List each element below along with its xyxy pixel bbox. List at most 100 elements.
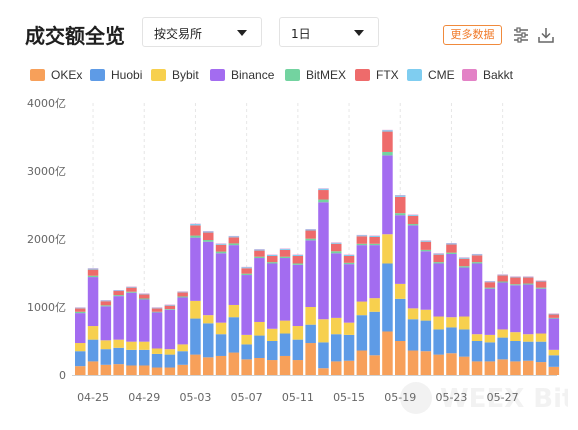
bar-segment-huobi <box>279 333 291 356</box>
sliders-icon[interactable] <box>512 26 530 44</box>
bar-segment-bitmex <box>331 251 342 254</box>
legend-label: Huobi <box>111 68 143 82</box>
bar-segment-binance <box>484 288 496 335</box>
bar-segment-cme <box>139 293 150 295</box>
bar-segment-cme <box>484 281 496 283</box>
bar-segment-ftx <box>497 275 508 282</box>
legend-swatch <box>285 69 300 81</box>
y-tick-label: 1000亿 <box>27 301 66 314</box>
bar-segment-huobi <box>343 334 355 361</box>
bar-segment-ftx <box>523 277 534 284</box>
bar-segment-bybit <box>356 301 368 316</box>
bar-segment-cme <box>407 214 419 216</box>
bar-segment-ftx <box>459 258 470 267</box>
bar-segment-binance <box>343 264 355 323</box>
bar-segment-huobi <box>75 351 86 367</box>
bar-segment-bitmex <box>407 224 419 226</box>
bar-segment-huobi <box>433 329 444 355</box>
bar-segment-bybit <box>241 334 252 345</box>
bar-segment-cme <box>356 235 368 237</box>
bar-segment-bybit <box>471 334 483 341</box>
bar-segment-okex <box>331 361 342 375</box>
bar-segment-binance <box>241 275 252 335</box>
bar-segment-cme <box>459 257 470 259</box>
bar-segment-binance <box>177 297 188 345</box>
x-tick-label: 04-29 <box>128 391 160 404</box>
bar-segment-bybit <box>254 321 265 336</box>
bar-segment-okex <box>87 361 99 375</box>
bar-segment-bitmex <box>279 256 291 259</box>
bar-segment-bitmex <box>548 317 560 319</box>
bar-segment-bybit <box>446 317 457 328</box>
y-tick-label: 4000亿 <box>27 97 66 110</box>
legend-swatch <box>210 69 225 81</box>
exchange-select[interactable]: 按交易所 <box>142 17 262 47</box>
bar-segment-okex <box>484 361 496 375</box>
bar-segment-binance <box>369 245 380 299</box>
bar-segment-okex <box>305 343 316 375</box>
bar-segment-cme <box>446 243 457 245</box>
legend-label: Bakkt <box>483 68 514 82</box>
bar-segment-binance <box>164 309 176 350</box>
bar-segment-okex <box>190 354 201 375</box>
bar-segment-bitmex <box>484 287 496 289</box>
bar-segment-bybit <box>139 341 150 350</box>
bar-segment-binance <box>228 245 240 305</box>
bar-segment-huobi <box>471 341 483 362</box>
legend-swatch <box>30 69 45 81</box>
bar-segment-binance <box>139 299 150 342</box>
bar-segment-okex <box>510 361 521 375</box>
bar-segment-binance <box>87 277 99 327</box>
bar-segment-ftx <box>228 237 240 244</box>
bar-segment-ftx <box>548 314 560 318</box>
bar-segment-okex <box>369 355 380 375</box>
bar-segment-bitmex <box>139 298 150 300</box>
bar-segment-huobi <box>382 263 393 332</box>
bar-segment-bitmex <box>523 283 534 285</box>
x-tick-label: 04-25 <box>77 391 109 404</box>
bar-segment-binance <box>548 318 560 350</box>
bar-segment-huobi <box>203 323 214 358</box>
bar-segment-ftx <box>215 244 227 252</box>
bar-segment-binance <box>318 202 329 320</box>
bar-segment-bitmex <box>305 238 316 241</box>
legend-label: FTX <box>376 68 399 82</box>
bar-segment-okex <box>139 365 150 375</box>
bar-segment-bybit <box>535 333 547 342</box>
bar-segment-binance <box>331 253 342 318</box>
bar-segment-binance <box>190 237 201 301</box>
bar-segment-bitmex <box>100 305 112 307</box>
bar-segment-cme <box>305 229 316 231</box>
bar-segment-bitmex <box>318 199 329 203</box>
bar-segment-binance <box>395 215 406 284</box>
bar-segment-okex <box>382 331 393 375</box>
y-tick-label: 3000亿 <box>27 165 66 178</box>
bar-segment-binance <box>151 312 163 349</box>
bar-segment-cme <box>433 253 444 255</box>
bar-segment-bybit <box>190 300 201 319</box>
bar-segment-bybit <box>203 315 214 324</box>
bar-segment-huobi <box>139 349 150 366</box>
bar-segment-ftx <box>535 281 547 288</box>
bar-segment-huobi <box>113 347 124 365</box>
bar-segment-binance <box>203 241 214 316</box>
legend-label: BitMEX <box>306 68 347 82</box>
bar-segment-ftx <box>279 249 291 257</box>
bar-segment-okex <box>420 351 432 375</box>
bar-segment-ftx <box>318 190 329 200</box>
period-select[interactable]: 1日 <box>279 17 379 47</box>
more-data-button[interactable]: 更多数据 <box>443 25 502 45</box>
bar-segment-huobi <box>190 318 201 355</box>
bar-segment-cme <box>369 235 380 237</box>
stacked-bar-chart: 0 1000亿 2000亿 3000亿 4000亿 04-25 04-29 05-03 05-0… <box>27 97 560 404</box>
bar-segment-okex <box>535 362 547 375</box>
bar-segment-binance <box>356 245 368 302</box>
bar-segment-binance <box>75 313 86 344</box>
bar-segment-huobi <box>523 341 534 361</box>
bar-segment-okex <box>228 352 240 375</box>
bar-segment-ftx <box>177 292 188 297</box>
bar-segment-bitmex <box>395 213 406 216</box>
bar-segment-huobi <box>215 334 227 356</box>
bar-segment-ftx <box>433 254 444 263</box>
download-icon[interactable] <box>537 26 555 44</box>
